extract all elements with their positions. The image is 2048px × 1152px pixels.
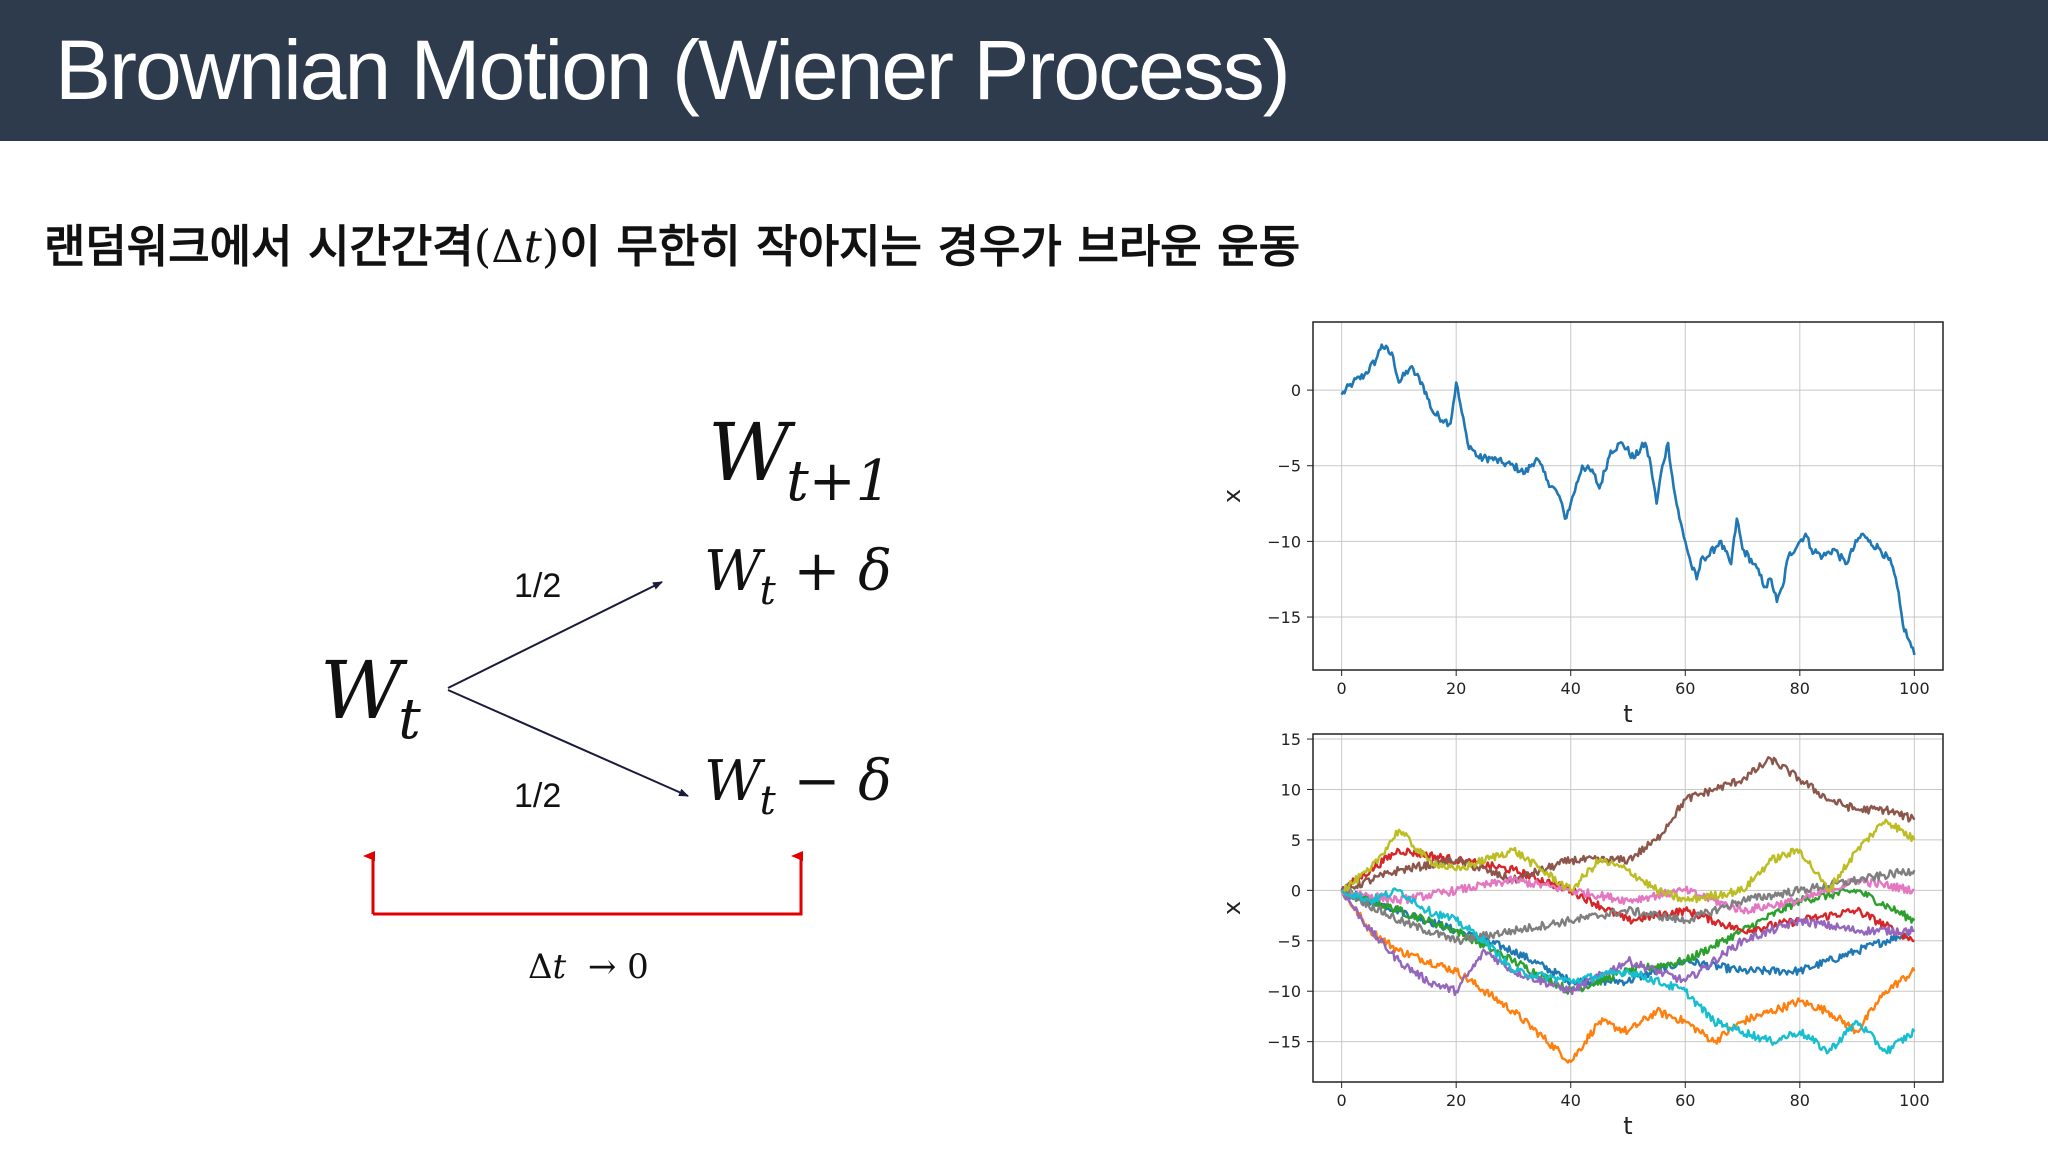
up-state-label: Wt + δ xyxy=(704,539,892,614)
chart1-ylabel: x xyxy=(1218,901,1246,915)
chart0-xlabel: t xyxy=(1623,700,1632,728)
slide-subtitle: 랜덤워크에서 시간간격(Δ𝑡)이 무한히 작아지는 경우가 브라운 운동 xyxy=(44,210,1300,275)
chart1-ytick-label-4: −5 xyxy=(1277,932,1301,951)
chart1-xtick-label-3: 60 xyxy=(1675,1091,1695,1110)
limit-bracket xyxy=(371,858,803,916)
chart1-series-7 xyxy=(1340,867,1916,946)
next-step-label: Wt+1 xyxy=(708,406,891,514)
chart0-xtick-label-3: 60 xyxy=(1675,679,1695,698)
chart0-ytick-label-1: −5 xyxy=(1277,457,1301,476)
chart1-ytick-label-2: 5 xyxy=(1291,831,1301,850)
chart0-xtick-label-4: 80 xyxy=(1790,679,1810,698)
chart1-xtick-label-2: 40 xyxy=(1561,1091,1581,1110)
slide-title: Brownian Motion (Wiener Process) xyxy=(55,23,1291,117)
chart0-xtick-label-1: 20 xyxy=(1446,679,1466,698)
up-arrow xyxy=(447,581,663,689)
chart1-series-9 xyxy=(1340,887,1916,1055)
title-bar: Brownian Motion (Wiener Process) xyxy=(0,0,2048,141)
chart0-frame xyxy=(1312,321,1944,671)
chart0-ytick-label-3: −15 xyxy=(1267,608,1301,627)
chart1-series-4 xyxy=(1340,889,1915,997)
chart0-series-0 xyxy=(1340,343,1916,656)
prob-down-label: 1/2 xyxy=(514,777,561,815)
chart1-xtick-label-1: 20 xyxy=(1446,1091,1466,1110)
chart1-series-8 xyxy=(1340,818,1916,904)
chart1-ytick-label-3: 0 xyxy=(1291,881,1301,900)
chart1-xlabel: t xyxy=(1623,1112,1632,1140)
chart0-xtick-label-0: 0 xyxy=(1337,679,1347,698)
subtitle-text-after: 이 무한히 작아지는 경우가 브라운 운동 xyxy=(559,220,1301,273)
chart0-ytick-label-0: 0 xyxy=(1291,381,1301,400)
prob-up-label: 1/2 xyxy=(514,567,561,605)
chart1-ytick-label-1: 10 xyxy=(1281,780,1301,799)
subtitle-math-delta-t: (Δ𝑡) xyxy=(473,220,560,273)
chart1-ytick-label-5: −10 xyxy=(1267,982,1301,1001)
chart1-xtick-label-5: 100 xyxy=(1899,1091,1930,1110)
limit-label: Δ𝑡 → 0 xyxy=(528,947,649,987)
chart0-xtick-label-5: 100 xyxy=(1899,679,1930,698)
chart1-ytick-label-6: −15 xyxy=(1267,1033,1301,1052)
chart0-ytick-label-2: −10 xyxy=(1267,532,1301,551)
subtitle-text-before: 랜덤워크에서 시간간격 xyxy=(44,220,474,273)
down-arrow xyxy=(447,689,689,797)
chart1-xtick-label-0: 0 xyxy=(1337,1091,1347,1110)
chart1-xtick-label-4: 80 xyxy=(1790,1091,1810,1110)
chart1-series-5 xyxy=(1340,756,1916,894)
single-path-chart: 0 20 40 60 80 100 0 −5 −10 −15 t x xyxy=(1218,321,1944,728)
random-walk-diagram: Wt+1 Wt + δ Wt − δ Wt 1/2 1/2 Δ𝑡 → 0 xyxy=(320,406,892,987)
chart1-series-6 xyxy=(1340,875,1915,915)
chart1-series-1 xyxy=(1340,889,1916,1064)
chart1-ytick-label-0: 15 xyxy=(1281,730,1301,749)
chart1-series-3 xyxy=(1341,847,1915,943)
chart1-frame xyxy=(1312,733,1944,1083)
start-state-label: Wt xyxy=(320,644,421,752)
chart0-ylabel: x xyxy=(1218,489,1246,503)
chart0-xtick-label-2: 40 xyxy=(1561,679,1581,698)
down-state-label: Wt − δ xyxy=(704,749,892,824)
multi-path-chart: 0 20 40 60 80 100 15 10 5 0 −5 −10 −15 t x xyxy=(1218,730,1944,1140)
